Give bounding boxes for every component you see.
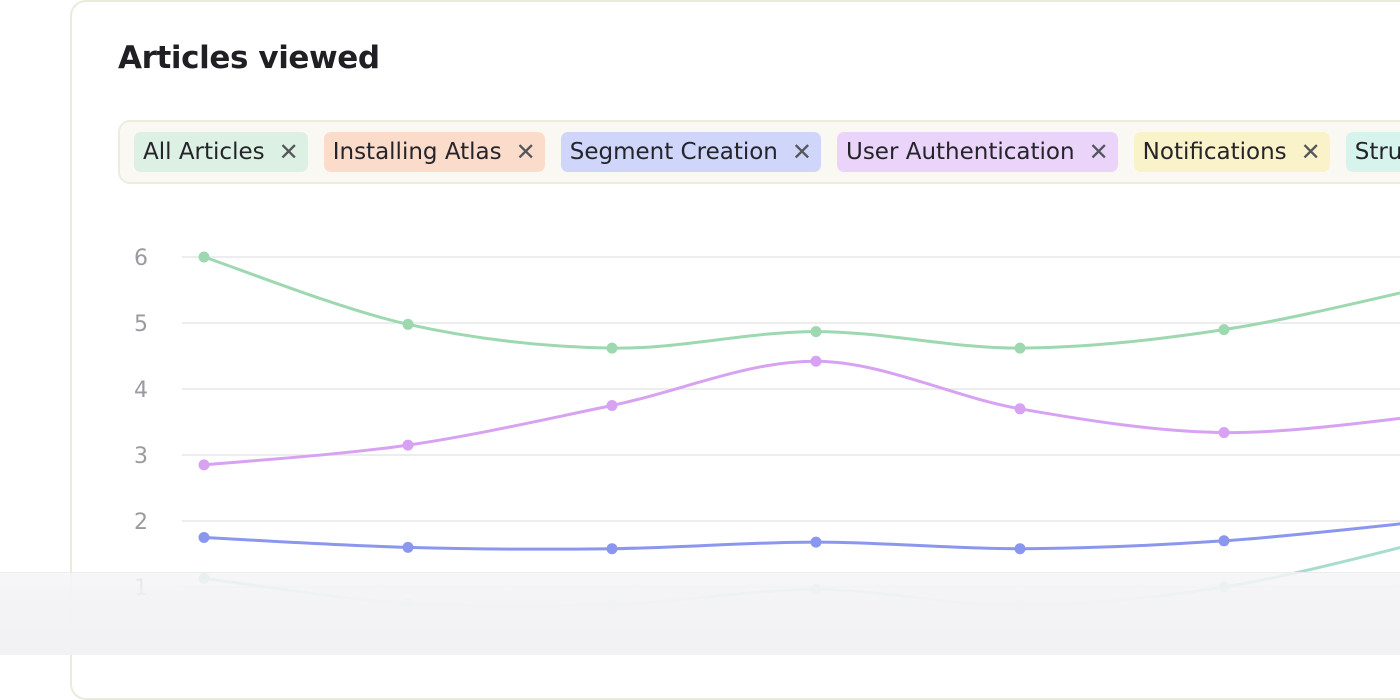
- filter-chip[interactable]: Installing Atlas ✕: [323, 132, 545, 172]
- chart-title: Articles viewed: [118, 40, 380, 76]
- series-line: [202, 359, 1400, 467]
- data-point[interactable]: [810, 355, 822, 367]
- filter-chip-label: Installing Atlas: [332, 139, 502, 165]
- series-line: [202, 255, 1400, 350]
- remove-filter-icon[interactable]: ✕: [1300, 138, 1321, 166]
- filter-chip[interactable]: Notifications ✕: [1133, 132, 1330, 172]
- data-point[interactable]: [1014, 543, 1026, 555]
- data-point[interactable]: [606, 342, 618, 354]
- data-point[interactable]: [1014, 403, 1026, 415]
- data-point[interactable]: [810, 536, 822, 548]
- data-point[interactable]: [1218, 324, 1230, 336]
- filter-chip[interactable]: User Authentication ✕: [836, 132, 1118, 172]
- data-point[interactable]: [198, 459, 210, 471]
- data-point[interactable]: [402, 541, 414, 553]
- filter-chip[interactable]: All Articles ✕: [134, 132, 308, 172]
- data-point[interactable]: [810, 326, 822, 338]
- y-tick-label: 2: [134, 510, 148, 535]
- y-tick-label: 4: [134, 378, 148, 403]
- filter-chip-label: User Authentication: [845, 139, 1075, 165]
- data-point[interactable]: [402, 439, 414, 451]
- filter-chip[interactable]: Segment Creation ✕: [560, 132, 821, 172]
- data-point[interactable]: [1218, 535, 1230, 547]
- filter-bar: All Articles ✕ Installing Atlas ✕ Segment Cr…: [118, 120, 1400, 184]
- y-tick-label: 5: [134, 312, 148, 337]
- filter-chip-label: Struc: [1354, 139, 1400, 165]
- filter-chip-label: Segment Creation: [569, 139, 778, 165]
- bottom-fade-overlay: [0, 572, 1400, 655]
- data-point[interactable]: [1014, 342, 1026, 354]
- data-point[interactable]: [198, 532, 210, 543]
- filter-chip-label: All Articles: [143, 139, 265, 165]
- filter-chips: All Articles ✕ Installing Atlas ✕ Segment Cr…: [134, 132, 1400, 172]
- remove-filter-icon[interactable]: ✕: [278, 138, 299, 166]
- data-point[interactable]: [1218, 427, 1230, 439]
- data-point[interactable]: [606, 543, 618, 555]
- remove-filter-icon[interactable]: ✕: [791, 138, 812, 166]
- remove-filter-icon[interactable]: ✕: [1088, 138, 1109, 166]
- data-point[interactable]: [402, 318, 414, 330]
- filter-chip-label: Notifications: [1142, 139, 1287, 165]
- y-tick-label: 3: [134, 444, 148, 469]
- y-tick-label: 6: [134, 246, 148, 271]
- filter-chip[interactable]: Struc: [1345, 132, 1400, 172]
- data-point[interactable]: [198, 251, 210, 263]
- data-point[interactable]: [606, 400, 618, 411]
- remove-filter-icon[interactable]: ✕: [515, 138, 536, 166]
